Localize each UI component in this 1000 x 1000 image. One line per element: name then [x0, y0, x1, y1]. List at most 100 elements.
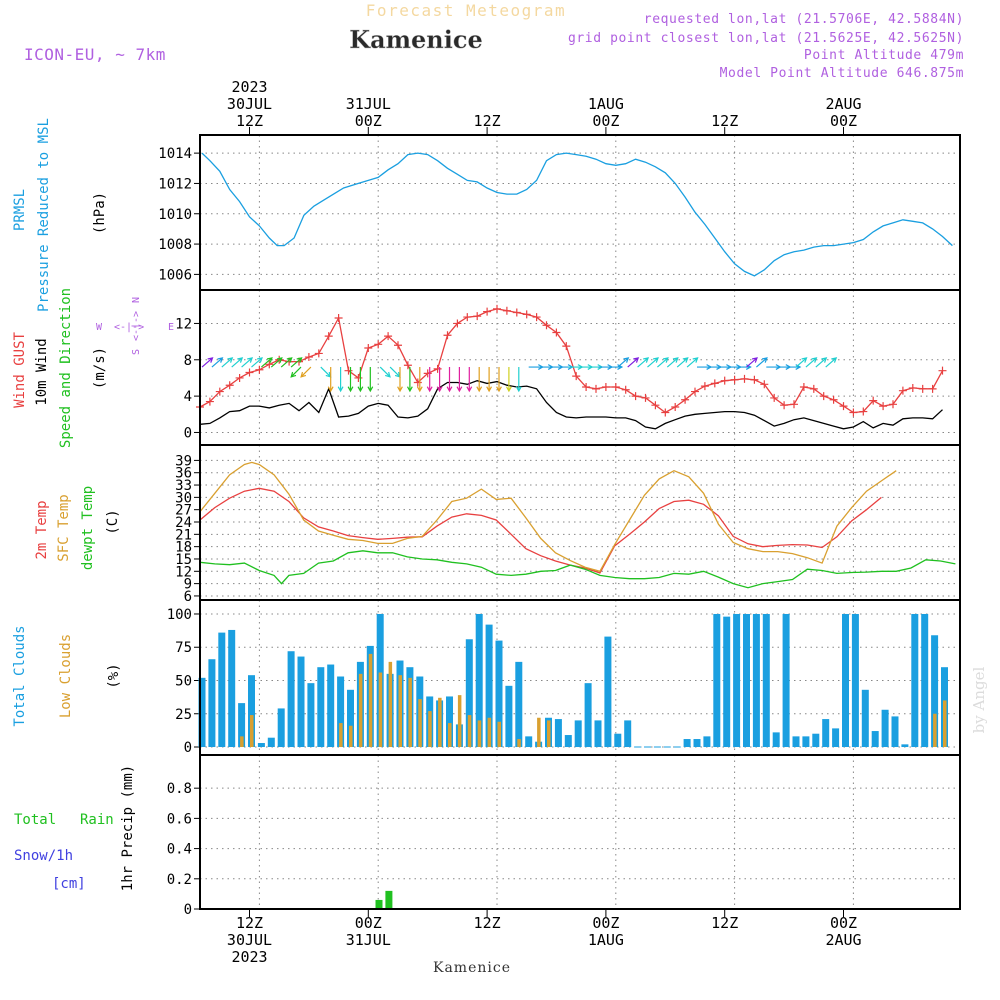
gust-marker — [364, 343, 373, 352]
low-clouds-bar — [537, 717, 541, 748]
cloud-panel-labels: Total Clouds Low Clouds (%) — [12, 625, 122, 726]
bottom-axis-label: 00Z — [830, 914, 857, 932]
wind-direction-arrow — [676, 357, 689, 368]
gust-marker — [324, 332, 333, 341]
total-clouds-bar — [208, 659, 216, 748]
wind-direction-arrow — [280, 357, 293, 368]
dewpt-label: dewpt Temp — [80, 486, 96, 570]
pressure-unit-label: (hPa) — [92, 192, 108, 234]
gust-marker — [889, 400, 897, 409]
total-clouds-bar — [218, 632, 226, 748]
requested-location: requested lon,lat (21.5706E, 42.5884N) — [644, 12, 964, 27]
wind-direction-arrow — [251, 357, 263, 368]
total-clouds-bar — [257, 743, 265, 748]
bottom-axis-label: 2023 — [231, 948, 267, 966]
wind-direction-arrow — [476, 367, 483, 393]
wind-direction-arrow — [466, 367, 473, 393]
total-clouds-bar — [515, 661, 523, 748]
total-clouds-bar — [267, 737, 275, 748]
total-clouds-bar — [525, 736, 533, 748]
gust-marker — [908, 383, 917, 392]
total-clouds-bar — [564, 735, 572, 748]
low-clouds-bar — [438, 697, 442, 748]
gust-marker — [839, 402, 848, 411]
low-clouds-label: Low Clouds — [58, 634, 74, 718]
top-axis-label: 00Z — [592, 112, 619, 130]
gust-marker — [631, 392, 640, 401]
gust-marker — [770, 393, 779, 402]
compass-north: N — [131, 297, 142, 303]
snow-unit-label: [cm] — [52, 876, 86, 892]
total-clouds-bar — [931, 635, 939, 748]
gust-marker — [433, 364, 442, 373]
gust-marker — [691, 387, 699, 396]
wind-direction-arrow — [486, 367, 493, 393]
compass-south: S — [131, 349, 142, 355]
gust-marker — [522, 310, 531, 319]
gust-marker — [562, 342, 571, 351]
bottom-axis-label: 00Z — [355, 914, 382, 932]
total-clouds-bar — [614, 733, 622, 748]
gust-marker — [869, 396, 878, 405]
gust-marker — [671, 403, 680, 412]
total-clouds-bar — [703, 736, 711, 748]
prmsl-label: PRMSL — [12, 189, 28, 231]
top-axis-label: 12Z — [236, 112, 263, 130]
y-tick-label: 12 — [175, 564, 192, 580]
temp-unit-label: (C) — [105, 509, 121, 534]
total-clouds-bar — [891, 716, 899, 748]
total-clouds-bar — [624, 720, 632, 748]
bottom-axis-label: 2AUG — [825, 931, 861, 949]
y-tick-label: 0 — [184, 740, 192, 756]
wind-direction-arrow — [515, 367, 522, 393]
wind-direction-arrow — [746, 357, 758, 368]
y-tick-label: 4 — [184, 389, 192, 405]
total-clouds-bar — [495, 640, 503, 748]
compass-rose: N <-|-> S W <-|-> E — [96, 297, 174, 355]
wind-direction-arrow — [666, 357, 679, 368]
y-tick-label: 0.8 — [167, 781, 192, 797]
total-clouds-bar — [327, 664, 335, 748]
gust-marker — [641, 393, 650, 402]
total-clouds-bar — [832, 728, 840, 748]
gust-marker — [542, 321, 551, 330]
low-clouds-bar — [517, 739, 521, 748]
gust-marker — [651, 401, 660, 410]
wind-direction-arrow — [261, 357, 273, 368]
gust-marker — [384, 332, 393, 341]
point-altitude: Point Altitude 479m — [804, 48, 964, 63]
top-axis-label: 12Z — [711, 112, 738, 130]
gust-marker — [374, 340, 383, 349]
wind-unit-label: (m/s) — [92, 347, 108, 389]
total-clouds-bar — [584, 683, 592, 748]
low-clouds-bar — [428, 711, 432, 748]
total-clouds-bar — [505, 685, 513, 748]
y-tick-label: 36 — [175, 466, 192, 482]
gust-marker — [512, 308, 521, 317]
total-clouds-bar — [574, 720, 582, 748]
wind-direction-arrow — [290, 366, 302, 378]
total-clouds-bar — [287, 651, 295, 748]
y-tick-label: 21 — [175, 527, 192, 543]
y-tick-label: 1008 — [158, 237, 192, 253]
y-tick-label: 27 — [175, 503, 192, 519]
y-tick-label: 12 — [175, 316, 192, 332]
y-tick-label: 15 — [175, 552, 192, 568]
wind-direction-arrow — [406, 367, 413, 393]
low-clouds-bar — [378, 672, 383, 748]
total-clouds-bar — [485, 624, 493, 748]
gust-marker — [225, 381, 234, 390]
total-clouds-bar — [822, 719, 830, 748]
total-clouds-bar — [465, 639, 473, 748]
wind-direction-arrow — [270, 357, 283, 368]
gust-marker — [700, 382, 709, 391]
wind-direction-arrow — [456, 367, 463, 393]
gust-marker — [621, 385, 630, 394]
gust-marker — [760, 380, 769, 389]
total-clouds-bar — [347, 689, 354, 748]
y-tick-label: 0.2 — [167, 872, 192, 888]
gust-marker — [572, 372, 581, 381]
y-tick-label: 1014 — [158, 146, 192, 162]
